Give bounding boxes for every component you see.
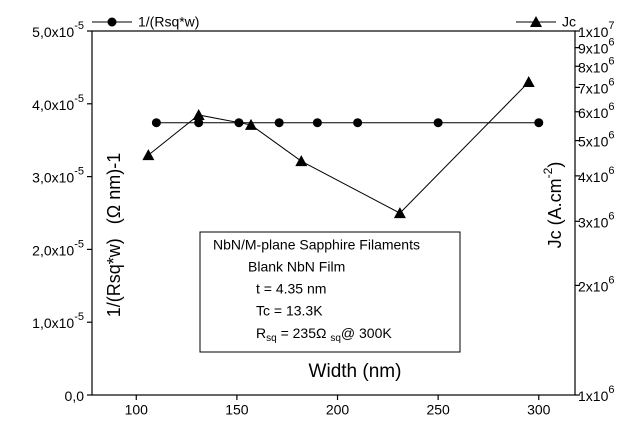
y2-tick-label-sup: 6: [608, 55, 614, 67]
annotation-line: NbN/M-plane Sapphire Filaments: [213, 237, 420, 253]
point: [312, 118, 322, 128]
y2-tick-label-base: 7x10: [578, 80, 609, 96]
y2-tick-label: 1x107: [578, 20, 614, 40]
y2-axis-label-part: ): [545, 162, 565, 168]
x-axis-label: Width (nm): [309, 361, 402, 382]
legend-marker: [107, 17, 117, 27]
x-tick-label: 250: [426, 402, 450, 418]
point: [192, 108, 205, 120]
y-tick-label: 2,0x10-5: [32, 238, 84, 258]
plot-frame: [91, 30, 576, 396]
point: [393, 207, 406, 219]
annotation-part: @ 300K: [341, 325, 392, 341]
y2-axis-label-sup: -2: [541, 167, 555, 178]
y-tick-label-sup: -5: [74, 166, 84, 178]
y2-tick-label: 5x106: [578, 129, 614, 149]
y2-tick-label-base: 6x10: [578, 104, 609, 120]
y2-tick-label: 3x106: [578, 210, 614, 230]
y2-tick-label-base: 3x10: [578, 214, 609, 230]
y-tick-label-base: 5,0x10: [32, 24, 74, 40]
x-tick-label: 100: [125, 402, 149, 418]
y-tick-label-sup: -5: [74, 238, 84, 250]
legend-label: Jc: [562, 14, 576, 30]
legend-marker: [530, 16, 542, 27]
y2-tick-label-sup: 6: [608, 101, 614, 113]
point: [534, 118, 544, 128]
y-tick-label-base: 4,0x10: [32, 97, 74, 113]
point: [353, 118, 363, 128]
y2-tick-label-sup: 6: [608, 76, 614, 88]
y2-tick-label-base: 1x10: [578, 388, 609, 404]
x-tick-label: 150: [225, 402, 249, 418]
y-tick-label: 1,0x10-5: [32, 311, 84, 331]
y-tick-label-base: 2,0x10: [32, 242, 74, 258]
point: [244, 118, 257, 130]
y2-tick-label-base: 4x10: [578, 169, 609, 185]
annotation-line: t = 4.35 nm: [256, 281, 326, 297]
y-tick-label: 3,0x10-5: [32, 166, 84, 186]
y-tick-label: 5,0x10-5: [32, 20, 84, 40]
y2-tick-label-sup: 7: [608, 20, 614, 32]
point: [295, 155, 308, 167]
y-tick-label-base: 0,0: [65, 388, 85, 404]
annotation-line: Blank NbN Film: [248, 259, 345, 275]
y2-tick-label-base: 9x10: [578, 40, 609, 56]
y2-axis-label: Jc (A.cm-2): [541, 162, 565, 249]
legend-label: 1/(Rsq*w): [138, 14, 199, 30]
y2-tick-label: 4x106: [578, 165, 614, 185]
y2-tick-label: 8x106: [578, 55, 614, 75]
annotation-line: Tc = 13.3K: [256, 303, 323, 319]
y2-tick-label: 7x106: [578, 76, 614, 96]
y2-tick-label-sup: 6: [608, 37, 614, 49]
y-tick-label-sup: -5: [74, 93, 84, 105]
x-tick-label: 200: [326, 402, 350, 418]
y-axis-label-part: (Ω nm)-1: [104, 153, 124, 224]
y2-tick-label: 9x106: [578, 37, 614, 57]
y-tick-label-sup: -5: [74, 311, 84, 323]
y2-axis-label-part: Jc (A.cm: [545, 178, 565, 248]
y2-tick-label-base: 1x10: [578, 24, 609, 40]
point: [433, 118, 443, 128]
annotation-box: [199, 231, 461, 353]
y2-tick-label-base: 5x10: [578, 133, 609, 149]
series-line: [148, 81, 530, 214]
y-tick-label: 0,0: [65, 388, 85, 404]
y-tick-label-sup: -5: [74, 20, 84, 32]
point: [194, 118, 204, 128]
annotation-sub: sq: [266, 333, 277, 344]
y2-tick-label: 1x106: [578, 384, 614, 404]
y-tick-label-base: 1,0x10: [32, 315, 74, 331]
y2-tick-label-base: 2x10: [578, 278, 609, 294]
annotation-sub: sq: [330, 333, 341, 344]
annotation-line: Rsq = 235Ω sq@ 300K: [256, 325, 392, 344]
point: [151, 118, 161, 128]
point: [274, 118, 284, 128]
y-tick-label: 4,0x10-5: [32, 93, 84, 113]
x-tick-label: 300: [527, 402, 551, 418]
point: [142, 149, 155, 161]
y2-tick-label-sup: 6: [608, 384, 614, 396]
y2-tick-label-sup: 6: [608, 165, 614, 177]
point: [522, 76, 535, 88]
y2-tick-label-base: 8x10: [578, 59, 609, 75]
annotation-part: = 235Ω: [277, 325, 331, 341]
y2-tick-label: 2x106: [578, 274, 614, 294]
y-tick-label-base: 3,0x10: [32, 169, 74, 185]
y2-tick-label-sup: 6: [608, 274, 614, 286]
y-axis-label: 1/(Rsq*w) (Ω nm)-1: [104, 153, 124, 317]
y2-tick-label-sup: 6: [608, 129, 614, 141]
y-axis-label-part: 1/(Rsq*w): [104, 238, 124, 317]
y2-tick-label: 6x106: [578, 101, 614, 121]
annotation-part: R: [256, 325, 266, 341]
y2-tick-label-sup: 6: [608, 210, 614, 222]
